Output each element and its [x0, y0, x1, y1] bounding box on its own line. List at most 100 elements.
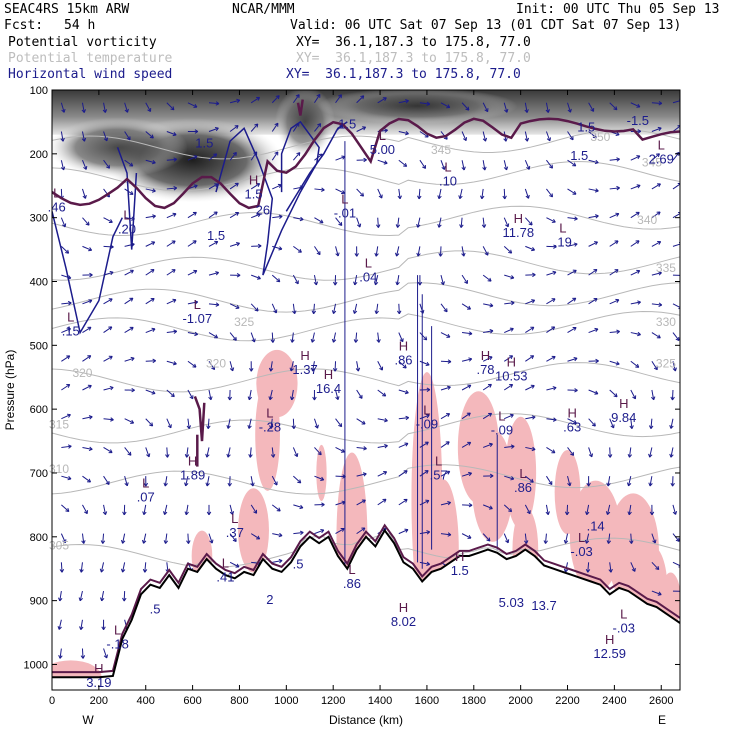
wind-vector: [567, 476, 571, 486]
wind-vector-head: [353, 339, 359, 343]
wind-vector: [564, 533, 569, 544]
extremum-marker: L: [559, 220, 566, 235]
wind-vector: [229, 561, 240, 568]
wind-vector: [356, 95, 365, 104]
wind-vector: [609, 418, 615, 429]
wind-vector-head: [236, 273, 241, 278]
wind-vector: [335, 418, 343, 427]
wind-vector: [122, 562, 126, 573]
wind-vector: [248, 418, 252, 429]
wind-vector-head: [209, 539, 214, 544]
wind-vector: [377, 188, 383, 199]
wind-vector: [398, 159, 407, 167]
wind-vector: [630, 184, 641, 190]
extremum-marker: L: [53, 185, 60, 200]
wind-vector: [525, 355, 534, 362]
wind-vector-head: [524, 109, 529, 113]
y-tick-label: 200: [30, 149, 48, 161]
wind-vector: [567, 418, 577, 424]
wind-vector: [524, 504, 531, 514]
wind-vector-head: [67, 444, 72, 449]
wind-vector-head: [648, 482, 653, 487]
wind-vector-head: [313, 281, 319, 286]
wind-vector-head: [314, 424, 319, 429]
extremum-marker: H: [455, 549, 464, 564]
extremum-marker: H: [324, 367, 333, 382]
wind-vector: [461, 412, 471, 420]
wind-vector: [271, 95, 280, 104]
wind-vector: [398, 470, 408, 477]
wind-vector-head: [172, 212, 177, 217]
wind-vector: [588, 215, 599, 219]
wind-vector-head: [526, 165, 531, 170]
wind-vector: [314, 447, 322, 456]
wind-vector: [630, 211, 640, 219]
extremum-marker: H: [188, 453, 197, 468]
wind-vector: [82, 217, 90, 226]
wind-vector-head: [551, 298, 556, 303]
wind-vector-head: [553, 244, 557, 249]
wind-vector: [335, 94, 342, 104]
wind-vector-head: [291, 425, 296, 429]
wind-vector: [482, 533, 491, 542]
wind-vector: [164, 504, 168, 515]
extremum-marker: L: [423, 402, 430, 417]
wind-vector: [314, 246, 321, 255]
wind-vector: [396, 275, 400, 286]
wind-vector: [672, 361, 676, 372]
wind-vector-head: [332, 367, 338, 372]
wind-vector-head: [310, 338, 316, 343]
wind-vector: [292, 303, 296, 314]
wind-vector-head: [232, 538, 237, 543]
wind-vector: [503, 217, 509, 228]
wind-vector: [144, 562, 147, 573]
x-tick-label: 0: [49, 695, 55, 707]
wind-vector: [440, 303, 448, 313]
wind-vector-head: [66, 355, 71, 360]
wind-vector-head: [447, 500, 452, 506]
extremum-marker: L: [67, 310, 74, 325]
wind-vector: [482, 131, 487, 142]
extremum-value: .63: [563, 419, 581, 434]
wind-vector: [103, 298, 113, 305]
wind-vector-head: [615, 212, 620, 217]
wind-vector-head: [468, 471, 472, 477]
wind-vector-head: [270, 453, 276, 458]
wind-vector: [609, 389, 618, 398]
field-theta-xsec: XY= 36.1,187.3 to 175.8, 77.0: [296, 51, 531, 66]
wind-vector-head: [361, 420, 366, 425]
wind-vector-head: [171, 240, 176, 245]
extremum-value: 9.84: [611, 410, 636, 425]
wind-vector: [82, 160, 87, 170]
wind-vector-head: [595, 358, 599, 364]
wind-vector-head: [79, 626, 84, 630]
terrain-fill: [52, 530, 680, 690]
extremum-marker: L: [658, 137, 665, 152]
wind-vector-head: [234, 182, 239, 187]
wind-vector: [419, 360, 430, 366]
wind-vector: [546, 159, 553, 169]
wind-vector-head: [278, 214, 283, 219]
wind-vector-head: [172, 298, 177, 303]
wind-vector: [483, 303, 494, 307]
extremum-value: 1.5: [244, 187, 262, 202]
wind-vector: [82, 446, 93, 450]
wind-vector-head: [384, 128, 388, 133]
wind-vector: [524, 102, 528, 113]
wind-vector-head: [438, 253, 443, 257]
x-axis-title: Distance (km): [329, 713, 403, 727]
theta-contour: [52, 413, 680, 444]
wind-vector: [187, 332, 198, 335]
wind-vector: [398, 100, 409, 104]
wind-vector-head: [360, 192, 365, 197]
wind-vector-head: [629, 425, 634, 429]
wind-vector: [271, 332, 274, 343]
wind-vector: [165, 533, 168, 544]
wind-vector-head: [614, 269, 619, 274]
wind-vector-head: [487, 277, 492, 282]
wind-vector-head: [675, 537, 680, 542]
extremum-value: .37: [226, 525, 244, 540]
extremum-value: -.03: [570, 544, 592, 559]
wind-vector-head: [594, 214, 599, 219]
wind-vector: [588, 188, 599, 192]
